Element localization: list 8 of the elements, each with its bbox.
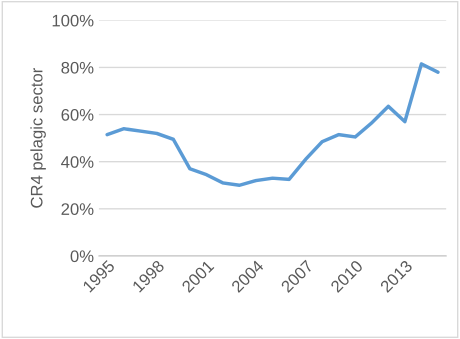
y-tick-label: 80% (61, 62, 94, 74)
line-series (105, 62, 440, 187)
y-axis-title: CR4 pelagic sector (30, 68, 46, 208)
y-tick-label: 60% (62, 108, 94, 121)
y-tick-label: 40% (61, 156, 94, 168)
y-tick-label: 0% (70, 250, 94, 262)
y-tick-label: 20% (62, 203, 94, 216)
y-tick-label: 100% (52, 14, 94, 27)
